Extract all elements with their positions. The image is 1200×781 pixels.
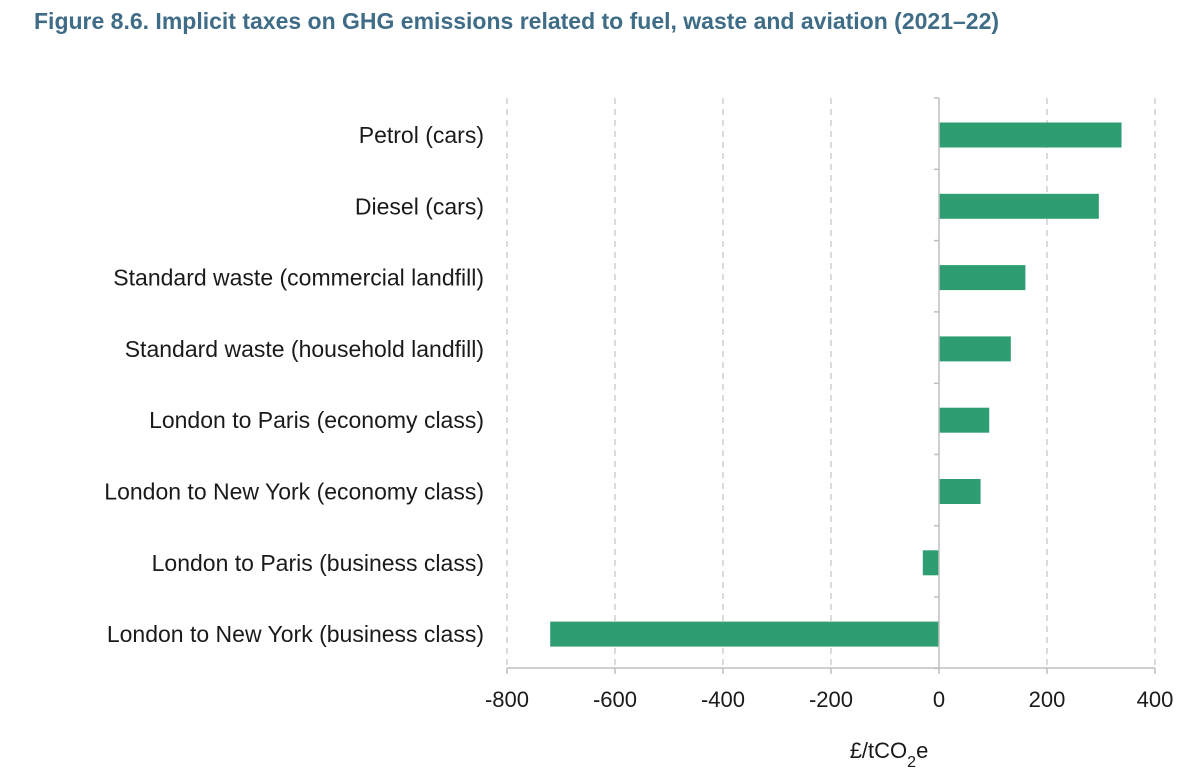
x-tick-label: 400 (1137, 687, 1174, 712)
bar (939, 122, 1122, 148)
x-tick-label: 200 (1029, 687, 1066, 712)
bar (922, 550, 939, 576)
bar (939, 265, 1026, 291)
bar (939, 407, 990, 433)
bar (939, 336, 1011, 362)
category-label: London to Paris (business class) (152, 550, 484, 576)
x-tick-label: -400 (701, 687, 745, 712)
chart-title: Figure 8.6. Implicit taxes on GHG emissi… (34, 8, 1000, 34)
x-tick-label: -600 (593, 687, 637, 712)
bar (939, 479, 981, 504)
gridlines (506, 98, 1156, 668)
x-tick-labels: -800 -600 -400 -200 0 200 400 (485, 687, 1173, 712)
category-label: London to New York (economy class) (104, 479, 484, 505)
category-labels: Petrol (cars) Diesel (cars) Standard waste… (104, 122, 484, 647)
category-label: London to Paris (economy class) (149, 407, 484, 433)
category-label: Standard waste (household landfill) (125, 336, 484, 362)
category-label: London to New York (business class) (107, 621, 484, 647)
x-tick-label: -200 (809, 687, 853, 712)
bars (550, 122, 1122, 647)
category-label: Standard waste (commercial landfill) (113, 265, 484, 291)
x-tick-label: 0 (933, 687, 945, 712)
x-tick-label: -800 (485, 687, 529, 712)
bar (939, 193, 1099, 219)
category-label: Petrol (cars) (359, 122, 484, 148)
bar (550, 621, 939, 647)
x-axis-title: £/tCO2e (850, 738, 929, 771)
axes (506, 97, 1156, 674)
category-label: Diesel (cars) (355, 193, 484, 219)
